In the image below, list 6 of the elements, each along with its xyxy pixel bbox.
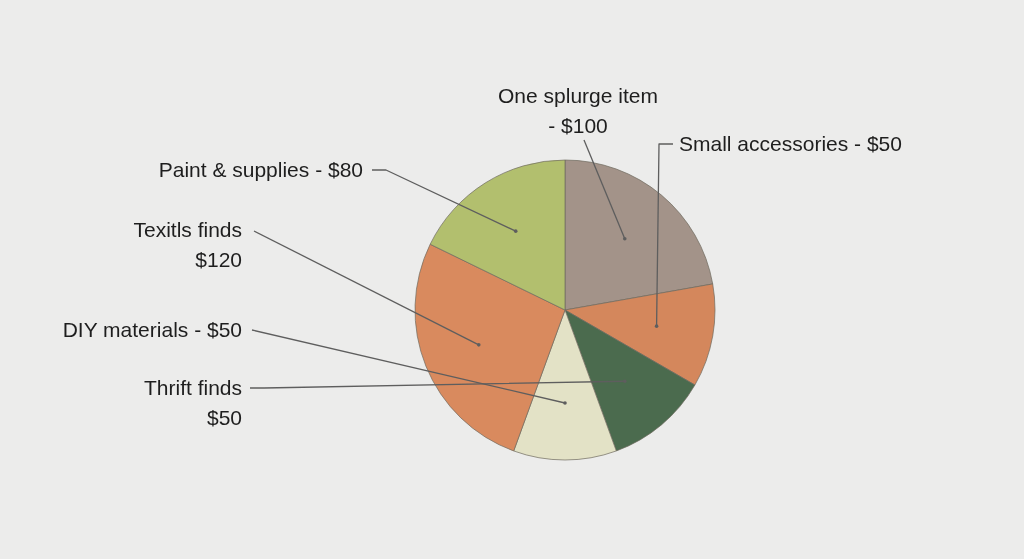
- slice-label: DIY materials - $50: [62, 318, 242, 341]
- slice-label: Thrift finds $50: [143, 376, 242, 429]
- slice-label: Texitls finds $120: [133, 218, 242, 271]
- slice-label: Small accessories - $50: [679, 132, 902, 155]
- slice-label: Paint & supplies - $80: [158, 158, 363, 181]
- slice-label: One splurge item - $100: [498, 84, 658, 137]
